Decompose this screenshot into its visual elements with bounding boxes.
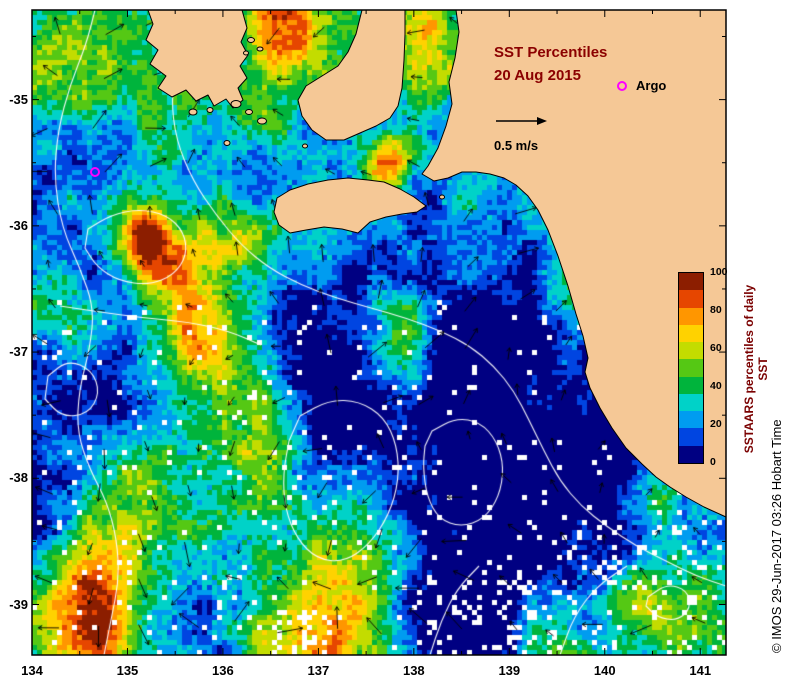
x-tick-label: 140 xyxy=(593,663,616,678)
x-tick-label: 141 xyxy=(689,663,712,678)
land-yorke-peninsula xyxy=(297,9,406,141)
colorbar-segment xyxy=(679,445,703,463)
land-island xyxy=(206,107,214,113)
land-eyre-peninsula xyxy=(145,9,249,109)
colorbar-segment xyxy=(679,359,703,377)
colorbar-segment xyxy=(679,428,703,446)
velocity-scale-label: 0.5 m/s xyxy=(494,138,539,153)
colorbar xyxy=(678,272,704,464)
x-tick-label: 137 xyxy=(307,663,330,678)
land-island xyxy=(302,143,308,149)
plot-title: SST Percentiles xyxy=(494,44,608,61)
land-island xyxy=(230,100,242,108)
colorbar-tick-label: 40 xyxy=(710,379,722,392)
x-tick-label: 139 xyxy=(498,663,521,678)
x-tick-label: 134 xyxy=(21,663,43,678)
y-tick-label: -38 xyxy=(9,470,28,486)
colorbar-tick-label: 100 xyxy=(710,265,728,278)
y-tick-label: -39 xyxy=(9,596,28,612)
colorbar-tick-label: 0 xyxy=(710,455,716,468)
plot-frame xyxy=(31,9,727,656)
land-island xyxy=(245,109,253,115)
land-island xyxy=(247,37,255,43)
y-tick-label: -35 xyxy=(9,91,28,107)
argo-float-marker-icon xyxy=(90,166,100,177)
colorbar-tick-label: 80 xyxy=(710,303,722,316)
land-island xyxy=(257,117,267,125)
land-kangaroo-island xyxy=(273,177,427,234)
colorbar-tick-label: 20 xyxy=(710,417,722,430)
colorbar-segment xyxy=(679,307,703,325)
land-island xyxy=(439,194,445,200)
colorbar-segment xyxy=(679,290,703,308)
land-island xyxy=(256,46,264,52)
x-tick-label: 135 xyxy=(116,663,139,678)
plot-date: 20 Aug 2015 xyxy=(494,67,581,84)
colorbar-segment xyxy=(679,273,703,291)
land-island xyxy=(188,108,198,116)
velocity-scale-arrowhead-icon xyxy=(537,117,547,125)
y-tick-label: -37 xyxy=(9,344,28,360)
argo-legend-label: Argo xyxy=(636,78,667,93)
colorbar-segment xyxy=(679,376,703,394)
y-tick-label: -36 xyxy=(9,217,28,233)
x-tick-label: 136 xyxy=(212,663,234,678)
colorbar-title: SSTAARS percentiles of daily SST xyxy=(742,284,770,454)
colorbar-segment xyxy=(679,324,703,343)
land-mainland xyxy=(421,9,727,518)
argo-legend-marker-icon xyxy=(617,81,627,91)
colorbar-segment xyxy=(679,393,703,412)
land-island xyxy=(243,50,249,56)
copyright-watermark: © IMOS 29-Jun-2017 03:26 Hobart Time xyxy=(769,419,784,653)
colorbar-tick-label: 60 xyxy=(710,341,722,354)
x-tick-label: 138 xyxy=(402,663,425,678)
colorbar-segment xyxy=(679,411,703,429)
land-island xyxy=(223,140,231,146)
colorbar-segment xyxy=(679,342,703,360)
